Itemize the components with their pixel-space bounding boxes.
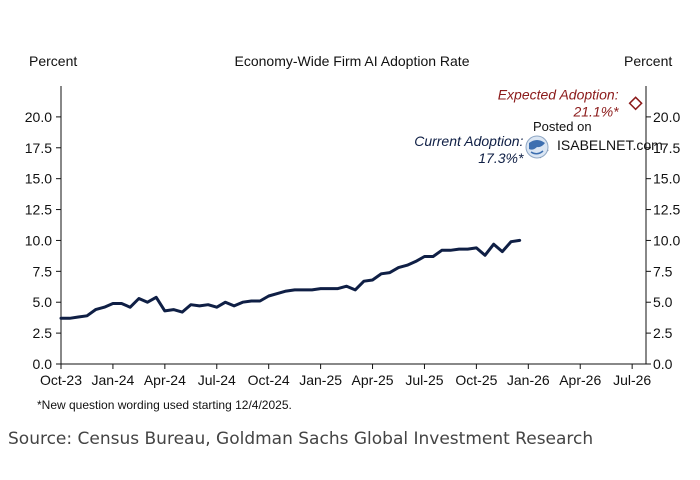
- y-tick-label-left: 17.5: [25, 140, 52, 156]
- source-note: Source: Census Bureau, Goldman Sachs Glo…: [8, 429, 594, 449]
- globe-icon: [525, 135, 549, 159]
- annotation-label-current-adoption: Current Adoption:: [414, 133, 523, 149]
- y-axis-label-left: Percent: [29, 53, 77, 69]
- y-ticks-right: 0.0 2.5 5.0 7.5 10.0 12.5 15.0 17.5 20.0: [646, 109, 680, 372]
- watermark-line2: ISABELNET.com: [557, 137, 663, 153]
- x-tick-label: Jan-26: [507, 372, 550, 388]
- y-tick-label-left: 7.5: [33, 263, 53, 279]
- y-tick-label-right: 17.5: [653, 140, 680, 156]
- y-tick-label-right: 7.5: [653, 263, 673, 279]
- y-tick-label-right: 15.0: [653, 171, 680, 187]
- y-tick-label-left: 15.0: [25, 171, 52, 187]
- annotation-label-expected-adoption: Expected Adoption:: [498, 86, 619, 102]
- x-tick-label: Jan-25: [299, 372, 342, 388]
- chart: Economy-Wide Firm AI Adoption Rate Perce…: [25, 53, 681, 388]
- y-tick-label-left: 2.5: [33, 325, 53, 341]
- y-tick-label-left: 5.0: [33, 294, 53, 310]
- x-ticks: Oct-23 Jan-24 Apr-24 Jul-24 Oct-24 Jan-25 Apr-…: [40, 364, 651, 388]
- y-tick-label-right: 0.0: [653, 356, 673, 372]
- x-tick-label: Apr-25: [352, 372, 394, 388]
- x-tick-label: Oct-23: [40, 372, 82, 388]
- series-line-adoption-rate: [59, 238, 522, 320]
- isabelnet-watermark: Posted on ISABELNET.com: [525, 119, 663, 159]
- x-tick-label: Jul-24: [198, 372, 236, 388]
- x-tick-label: Oct-24: [248, 372, 290, 388]
- x-tick-label: Apr-26: [559, 372, 601, 388]
- annotation-value-expected-adoption: 21.1%*: [572, 103, 619, 119]
- y-ticks-left: 0.0 2.5 5.0 7.5 10.0 12.5 15.0 17.5 20.0: [25, 109, 61, 372]
- y-tick-label-left: 0.0: [33, 356, 53, 372]
- y-tick-label-right: 2.5: [653, 325, 673, 341]
- y-tick-label-right: 12.5: [653, 202, 680, 218]
- x-tick-label: Jul-25: [405, 372, 443, 388]
- y-tick-label-left: 20.0: [25, 109, 52, 125]
- x-tick-label: Oct-25: [455, 372, 497, 388]
- chart-title: Economy-Wide Firm AI Adoption Rate: [235, 53, 470, 69]
- annotation-value-current-adoption: 17.3%*: [478, 150, 524, 166]
- x-tick-label: Jul-26: [613, 372, 651, 388]
- x-tick-label: Jan-24: [92, 372, 135, 388]
- y-tick-label-right: 10.0: [653, 232, 680, 248]
- y-tick-label-left: 12.5: [25, 202, 52, 218]
- y-axis-label-right: Percent: [624, 53, 672, 69]
- x-tick-label: Apr-24: [144, 372, 186, 388]
- point-expected-adoption: [628, 96, 643, 111]
- y-tick-label-left: 10.0: [25, 232, 52, 248]
- y-tick-label-right: 5.0: [653, 294, 673, 310]
- annotation-points: Current Adoption:17.3%* Expected Adoption…: [414, 86, 643, 166]
- y-tick-label-right: 20.0: [653, 109, 680, 125]
- watermark-line1: Posted on: [533, 119, 592, 134]
- footnote: *New question wording used starting 12/4…: [37, 398, 292, 412]
